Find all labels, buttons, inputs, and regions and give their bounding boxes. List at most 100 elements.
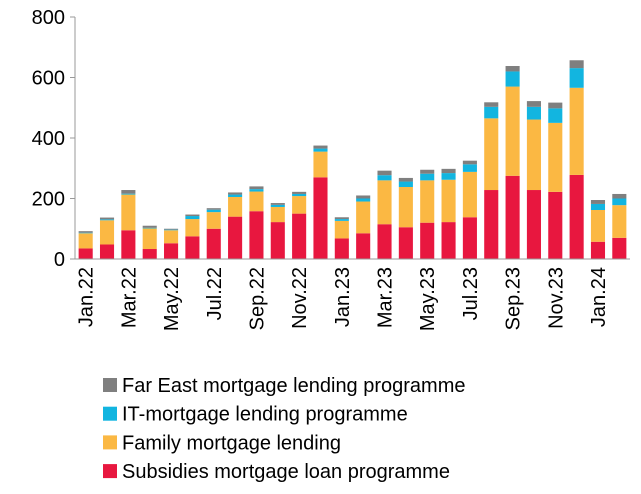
bar-segment <box>462 217 477 259</box>
bar-segment <box>612 237 627 259</box>
bar-segment <box>590 209 606 242</box>
bar-segment <box>292 213 307 259</box>
legend-swatch <box>103 435 117 450</box>
x-tick-label: Nov.22 <box>289 267 311 329</box>
bar-segment <box>612 205 627 238</box>
x-tick-label: Nov.23 <box>545 267 567 329</box>
bar-segment <box>398 227 413 259</box>
bar-segment <box>270 203 285 205</box>
bar-segment <box>99 220 115 245</box>
bar-segment <box>292 196 307 214</box>
x-tick-label: May.22 <box>161 267 183 331</box>
bar-segment <box>377 175 392 181</box>
bar-segment <box>142 249 157 259</box>
bar-segment <box>142 228 157 250</box>
bar-segment <box>228 196 243 217</box>
bar-segment <box>356 201 371 234</box>
bar-segment <box>99 244 115 259</box>
x-tick-label: May.23 <box>417 267 439 331</box>
bar-segment <box>228 194 243 197</box>
bar-segment <box>142 227 157 229</box>
bar-segment <box>121 193 136 195</box>
bar-segment <box>185 219 200 237</box>
y-tick-label: 600 <box>32 68 65 90</box>
bar-segment <box>334 238 349 259</box>
legend-label: Family mortgage lending <box>122 432 341 454</box>
bar-segment <box>590 203 606 210</box>
bar-segment <box>334 219 349 221</box>
bar-segment <box>420 180 435 223</box>
bar-segment <box>590 200 606 204</box>
bar-segment <box>249 191 264 212</box>
bar-segment <box>505 175 520 259</box>
bar-segment <box>505 66 520 72</box>
bar-segment <box>228 216 243 259</box>
bar-segment <box>377 180 392 225</box>
bar-segment <box>121 190 136 194</box>
bar-segment <box>249 186 264 190</box>
bar-segment <box>484 118 499 191</box>
x-tick-label: Jan.24 <box>588 267 610 327</box>
x-tick-label: Jul.23 <box>460 267 482 320</box>
bar-segment <box>484 190 499 259</box>
legend-label: Far East mortgage lending programme <box>122 375 466 397</box>
legend-swatch <box>103 378 117 392</box>
bar-segment <box>78 231 93 233</box>
x-tick-label: Mar.22 <box>118 267 140 328</box>
bar-segment <box>398 177 413 182</box>
bar-segment <box>78 233 93 249</box>
x-tick-label: Sep.23 <box>503 267 525 330</box>
bar-segment <box>78 248 93 259</box>
bar-segment <box>505 86 520 176</box>
bar-segment <box>526 101 541 107</box>
bar-segment <box>99 219 115 221</box>
bar-segment <box>206 212 221 229</box>
bar-segment <box>420 169 435 174</box>
bar-segment <box>569 87 584 175</box>
bar-segment <box>292 191 307 194</box>
legend-label: Subsidies mortgage loan programme <box>122 461 450 483</box>
bar-segment <box>142 225 157 228</box>
bar-segment <box>334 217 349 220</box>
bar-segment <box>164 230 179 244</box>
x-tick-label: Jan.22 <box>76 267 98 327</box>
bar-segment <box>548 122 563 192</box>
bar-segment <box>313 148 328 152</box>
bar-segment <box>526 190 541 259</box>
x-tick-label: Jul.22 <box>204 267 226 320</box>
bar-segment <box>334 220 349 239</box>
bar-segment <box>228 192 243 195</box>
bar-segment <box>548 191 563 259</box>
bar-segment <box>505 71 520 87</box>
bar-segment <box>78 232 93 234</box>
x-tick-label: Mar.23 <box>375 267 397 328</box>
bar-segment <box>121 230 136 259</box>
bar-segment <box>249 189 264 192</box>
bar-segment <box>484 102 499 107</box>
bar-segment <box>526 106 541 120</box>
bar-segment <box>398 181 413 188</box>
bar-segment <box>462 164 477 172</box>
bar-segment <box>569 68 584 88</box>
bar-segment <box>569 60 584 69</box>
bar-segment <box>270 204 285 207</box>
x-tick-label: Jan.23 <box>332 267 354 327</box>
bar-segment <box>185 236 200 259</box>
bar-segment <box>206 208 221 210</box>
bar-segment <box>121 194 136 231</box>
bar-segment <box>548 102 563 109</box>
bar-segment <box>569 174 584 259</box>
bar-segment <box>441 173 456 180</box>
bar-segment <box>462 160 477 165</box>
bar-segment <box>99 217 115 220</box>
y-tick-label: 800 <box>32 7 65 29</box>
bar-segment <box>377 224 392 259</box>
bar-segment <box>164 228 179 230</box>
bar-segment <box>249 211 264 259</box>
bar-segment <box>441 222 456 259</box>
bar-segment <box>612 193 627 199</box>
bar-segment <box>441 168 456 174</box>
bar-segment <box>356 198 371 202</box>
legend-swatch <box>103 464 117 479</box>
bar-segment <box>270 206 285 223</box>
